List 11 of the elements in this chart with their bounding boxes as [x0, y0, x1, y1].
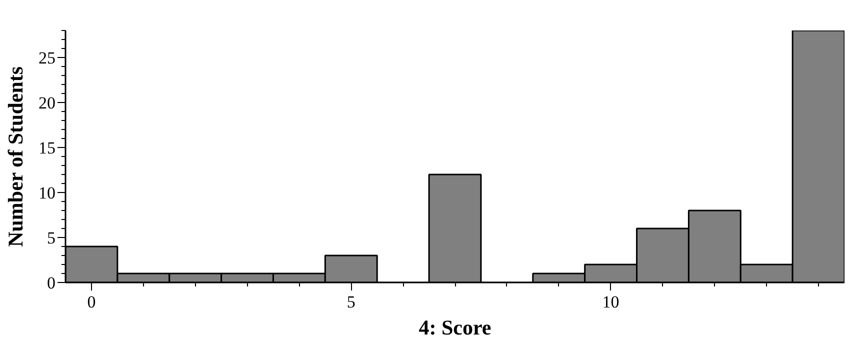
- x-axis-title: 4: Score: [418, 316, 492, 340]
- x-tick-label: 0: [87, 292, 96, 312]
- y-tick-label: 25: [38, 48, 56, 68]
- y-tick-label: 20: [38, 94, 56, 112]
- y-tick-label: 0: [47, 274, 56, 292]
- x-tick-label: 10: [602, 292, 620, 312]
- y-tick-label: 10: [38, 184, 56, 202]
- y-tick-label: 15: [38, 138, 56, 158]
- x-tick-label: 5: [346, 292, 356, 312]
- y-tick-label: 5: [47, 228, 56, 248]
- y-axis-title: Number of Students: [4, 66, 28, 247]
